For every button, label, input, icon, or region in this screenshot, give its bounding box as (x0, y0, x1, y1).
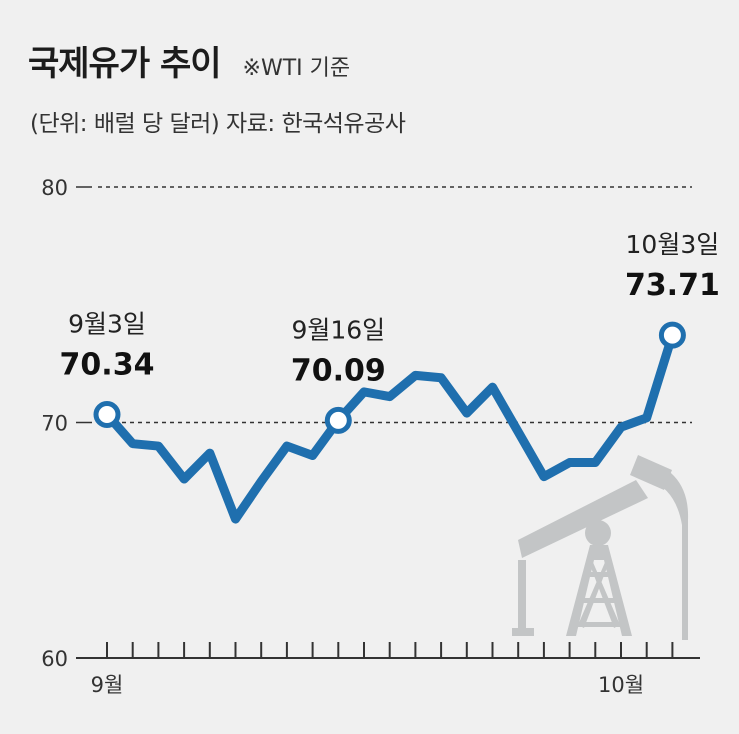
y-tick-label-60: 60 (41, 647, 68, 671)
grid-layer: 80 70 60 (41, 176, 692, 671)
x-tick-label: 10월 (598, 673, 644, 697)
annotation-date: 10월3일 (626, 230, 720, 259)
chart-subtitle: (단위: 배럴 당 달러) 자료: 한국석유공사 (30, 111, 406, 137)
chart-title: 국제유가 추이 (28, 44, 222, 84)
series-line (102, 330, 677, 524)
data-point-marker (324, 406, 352, 434)
annotation-value: 70.09 (291, 353, 386, 388)
y-tick-label-80: 80 (41, 176, 68, 200)
annotation-value: 73.71 (625, 268, 720, 303)
oil-pump-jack-icon (512, 455, 689, 640)
data-point-marker (658, 321, 686, 349)
x-tick-label: 9월 (91, 673, 124, 697)
annotation-date: 9월3일 (68, 309, 146, 338)
series-layer (93, 321, 686, 524)
x-axis: 9월 10월 (76, 642, 700, 697)
annotation-value: 70.34 (60, 347, 155, 382)
label-layer: 9월3일 70.34 9월16일 70.09 10월3일 73.71 (60, 230, 720, 388)
annotation-date: 9월16일 (291, 315, 385, 344)
title-row: 국제유가 추이 ※WTI 기준 (28, 36, 350, 85)
data-point-marker (93, 400, 121, 428)
basis-note: ※WTI 기준 (242, 56, 351, 81)
y-tick-label-70: 70 (41, 412, 68, 436)
